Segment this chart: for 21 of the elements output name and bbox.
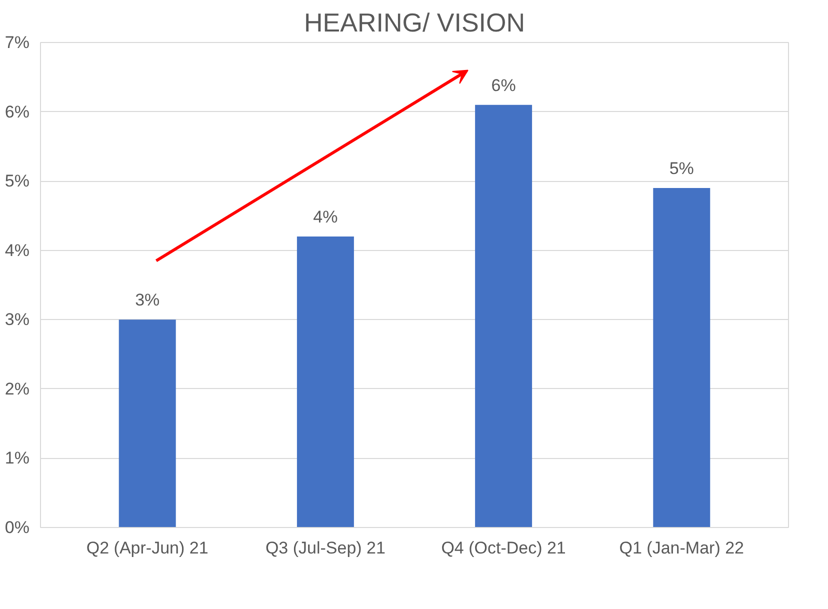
y-tick-label: 5% xyxy=(4,172,30,191)
data-label: 3% xyxy=(135,290,160,310)
y-tick-label: 3% xyxy=(4,310,30,330)
x-tick-label: Q2 (Apr-Jun) 21 xyxy=(86,538,208,558)
chart-title: HEARING/ VISION xyxy=(304,8,526,38)
bar xyxy=(296,236,354,528)
y-tick-label: 0% xyxy=(4,518,30,537)
data-label: 5% xyxy=(669,159,694,178)
y-tick-label: 1% xyxy=(4,448,30,468)
y-tick-label: 6% xyxy=(4,102,30,122)
x-tick-label: Q4 (Oct-Dec) 21 xyxy=(441,538,566,558)
bar xyxy=(653,188,710,528)
data-label: 4% xyxy=(313,208,338,226)
bar xyxy=(118,320,176,528)
y-tick-label: 7% xyxy=(4,33,30,52)
y-tick-label: 2% xyxy=(4,379,30,398)
y-tick-label: 4% xyxy=(4,240,30,260)
data-label: 6% xyxy=(491,76,516,95)
bar xyxy=(475,104,532,528)
x-tick-label: Q3 (Jul-Sep) 21 xyxy=(265,538,386,558)
x-tick-label: Q1 (Jan-Mar) 22 xyxy=(619,538,744,558)
